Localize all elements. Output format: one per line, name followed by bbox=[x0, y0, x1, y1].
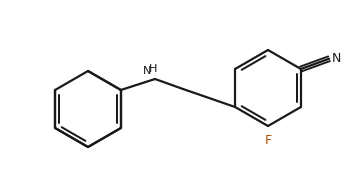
Text: N: N bbox=[143, 66, 151, 76]
Text: N: N bbox=[332, 52, 342, 65]
Text: F: F bbox=[265, 134, 272, 147]
Text: H: H bbox=[149, 64, 157, 74]
